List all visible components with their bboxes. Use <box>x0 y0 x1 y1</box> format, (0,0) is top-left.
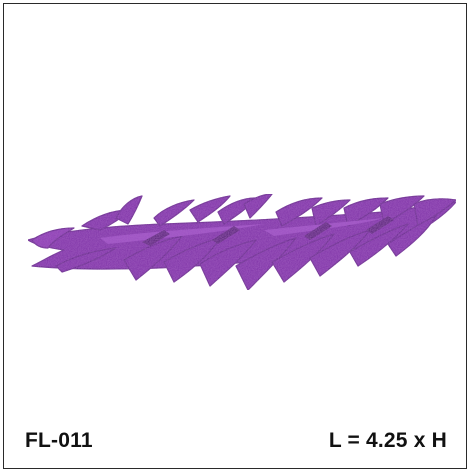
design-code: FL-011 <box>25 429 93 452</box>
design-card: FL-011 L = 4.25 x H <box>3 3 467 469</box>
purple-flame-streak-icon <box>27 193 457 291</box>
design-size: L = 4.25 x H <box>328 429 447 452</box>
